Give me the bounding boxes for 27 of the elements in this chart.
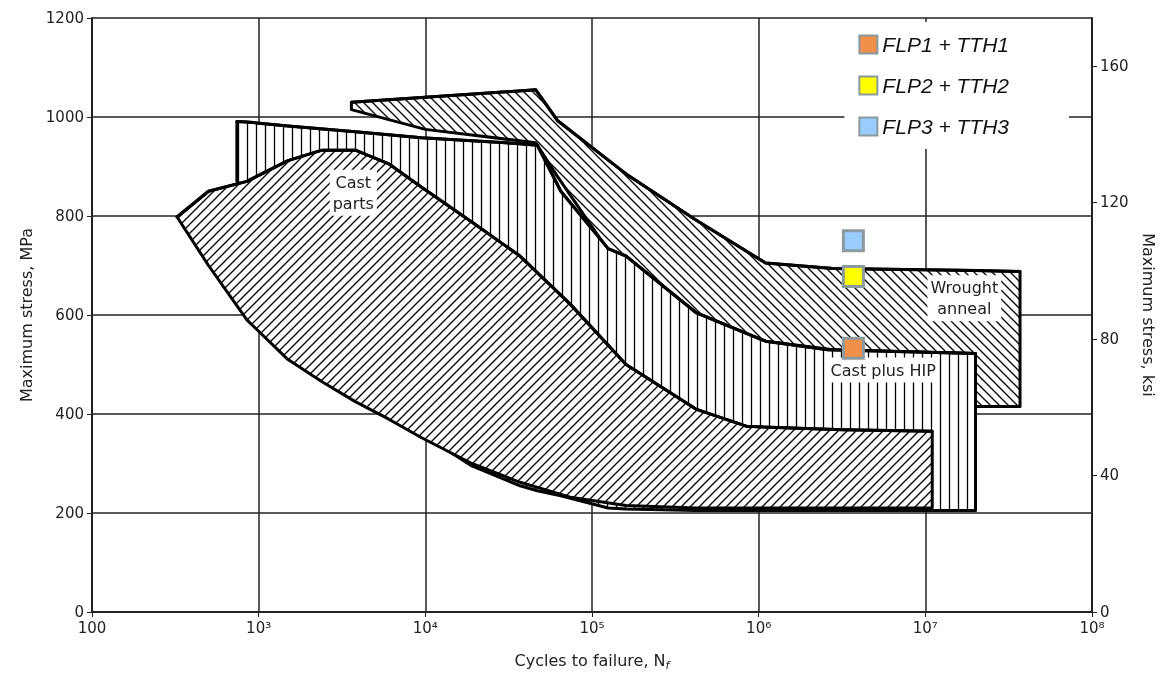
y-axis-title: Maximum stress, MPa	[16, 228, 36, 402]
legend-label: FLP3 + TTH3	[882, 115, 1010, 138]
x-tick-label: 10⁴	[412, 618, 438, 637]
y-tick-label: 0	[74, 603, 84, 621]
legend-label: FLP1 + TTH1	[882, 33, 1010, 56]
y-tick-label: 800	[55, 207, 84, 225]
x-tick-label: 10⁸	[1079, 618, 1105, 637]
y-tick-label: 200	[55, 504, 84, 522]
x-tick-label: 10⁶	[746, 618, 772, 637]
y-tick-label: 600	[55, 306, 84, 324]
series-label: Wrought anneal	[930, 278, 999, 319]
series-label: Cast parts	[332, 172, 374, 213]
x-tick-label: 10⁵	[579, 618, 605, 637]
series-label: Cast plus HIP	[830, 360, 937, 380]
y-tick-label: 400	[55, 405, 84, 423]
y2-tick-label: 120	[1100, 193, 1129, 212]
y2-tick-label: 80	[1100, 329, 1120, 348]
y2-axis-title: Maximum stress, ksi	[1138, 233, 1158, 397]
y-tick-label: 1000	[45, 108, 84, 126]
y2-tick-label: 160	[1100, 56, 1129, 75]
y-tick-label: 1200	[45, 9, 84, 27]
y2-tick-label: 40	[1100, 466, 1120, 485]
legend-label: FLP2 + TTH2	[882, 74, 1010, 97]
x-tick-label: 10³	[246, 618, 272, 637]
y2-tick-label: 0	[1100, 603, 1110, 621]
x-tick-label: 10⁷	[912, 618, 938, 637]
x-tick-label: 100	[77, 618, 107, 637]
